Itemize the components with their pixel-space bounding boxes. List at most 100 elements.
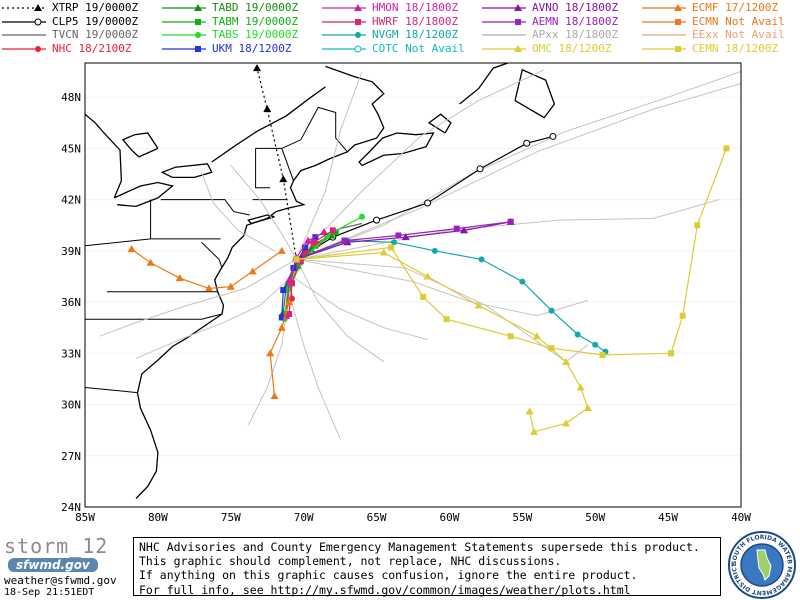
ensemble-track — [295, 71, 363, 260]
legend-marker — [195, 18, 201, 25]
track-point — [453, 225, 460, 232]
legend-label: TABM 19/0000Z — [212, 14, 299, 28]
track-point — [507, 333, 514, 340]
ensemble-track — [296, 258, 589, 317]
track-line — [296, 239, 606, 353]
legend-label: COTC Not Avail — [372, 41, 465, 55]
track-point — [373, 216, 381, 224]
coastline — [84, 113, 123, 199]
track-point — [253, 64, 262, 72]
legend-swatch-icon — [162, 32, 206, 38]
track-point — [320, 228, 329, 236]
lon-tick-label: 80W — [148, 511, 168, 524]
legend-swatch-icon — [482, 18, 526, 25]
track-point — [263, 105, 272, 113]
track-point — [204, 284, 213, 292]
ensemble-tracks — [99, 69, 742, 439]
track-point — [395, 232, 402, 239]
track-point — [476, 165, 484, 173]
legend-marker — [195, 32, 201, 38]
track-point — [474, 301, 483, 309]
legend-label: NVGM 18/1200Z — [372, 28, 459, 41]
disclaimer-line: NHC Advisories and County Emergency Mana… — [139, 540, 700, 554]
track-xtrp — [253, 64, 301, 263]
track-point — [277, 323, 286, 331]
track-point — [507, 218, 514, 225]
ensemble-track — [296, 199, 720, 260]
track-point — [532, 332, 541, 340]
legend-marker — [35, 45, 41, 52]
lat-tick-label: 33N — [61, 347, 81, 360]
track-point — [226, 282, 235, 290]
track-point — [592, 341, 599, 348]
lon-tick-label: 85W — [75, 511, 95, 524]
track-line — [256, 67, 297, 260]
state-border — [85, 313, 223, 320]
state-border — [281, 106, 348, 153]
track-point — [293, 256, 300, 263]
legend-marker — [34, 18, 42, 25]
track-point — [270, 392, 279, 399]
track-point — [460, 226, 469, 234]
legend-marker — [514, 4, 522, 11]
lat-tick-label: 27N — [61, 450, 81, 463]
legend-swatch-icon — [2, 45, 46, 52]
track-point — [679, 312, 686, 319]
track-point — [668, 350, 675, 357]
track-point — [519, 278, 526, 285]
legend-label: TVCN 19/0000Z — [52, 28, 139, 41]
legend-marker — [355, 32, 361, 38]
legend-label: CEMN 18/1200Z — [692, 41, 779, 55]
legend-label: HWRF 18/1800Z — [372, 14, 459, 28]
legend-swatch-icon — [642, 18, 686, 25]
legend-swatch-icon — [162, 4, 206, 11]
coastlines — [84, 62, 556, 499]
disclaimer-line: If anything on this graphic causes confu… — [139, 568, 638, 583]
track-point — [423, 272, 432, 280]
track-point — [286, 311, 293, 318]
sfwmd-logo: sfwmd.gov — [8, 558, 98, 572]
legend-swatch-icon — [2, 4, 46, 11]
track-point — [443, 316, 450, 323]
track-clp5 — [292, 132, 557, 263]
legend-label: NHC 18/2100Z — [52, 41, 132, 55]
track-point — [431, 247, 438, 254]
track-point — [562, 357, 571, 365]
coastline — [113, 181, 174, 208]
legend-swatch-icon — [642, 45, 686, 52]
state-border — [201, 241, 223, 269]
track-ecmf-south — [266, 298, 294, 399]
ensemble-track — [296, 69, 545, 260]
lon-tick-label: 60W — [440, 511, 460, 524]
product-name: storm_12 — [4, 534, 109, 558]
track-point — [525, 407, 534, 415]
legend-label: TABD 19/0000Z — [212, 1, 299, 14]
lon-tick-label: 40W — [731, 511, 751, 524]
lon-tick-label: 75W — [221, 511, 241, 524]
legend-swatch-icon — [322, 32, 366, 38]
legend-marker — [514, 44, 522, 52]
legend-marker — [674, 4, 682, 11]
contact-email: weather@sfwmd.gov — [4, 574, 117, 587]
legend-marker — [355, 18, 361, 25]
state-borders — [84, 106, 348, 394]
lat-tick-label: 45N — [61, 142, 81, 155]
track-point — [285, 298, 294, 306]
lon-tick-label: 55W — [512, 511, 532, 524]
track-point — [329, 227, 336, 234]
coastline — [121, 132, 159, 158]
legend-swatch-icon — [322, 4, 366, 11]
track-point — [548, 345, 555, 352]
state-border — [255, 148, 271, 189]
lat-tick-label: 39N — [61, 245, 81, 258]
coastline — [459, 62, 509, 105]
legend-swatch-icon — [322, 45, 366, 52]
legend-label: ECMF 17/1200Z — [692, 1, 779, 14]
track-point — [146, 258, 155, 266]
track-ecmf — [127, 245, 286, 292]
track-point — [294, 263, 301, 270]
disclaimer-line: This graphic should complement, not repl… — [139, 554, 562, 569]
legend-label: AVNO 18/1800Z — [532, 1, 619, 14]
track-hwrf — [286, 227, 336, 318]
disclaimer-line: For full info, see http://my.sfwmd.gov/c… — [139, 582, 631, 597]
